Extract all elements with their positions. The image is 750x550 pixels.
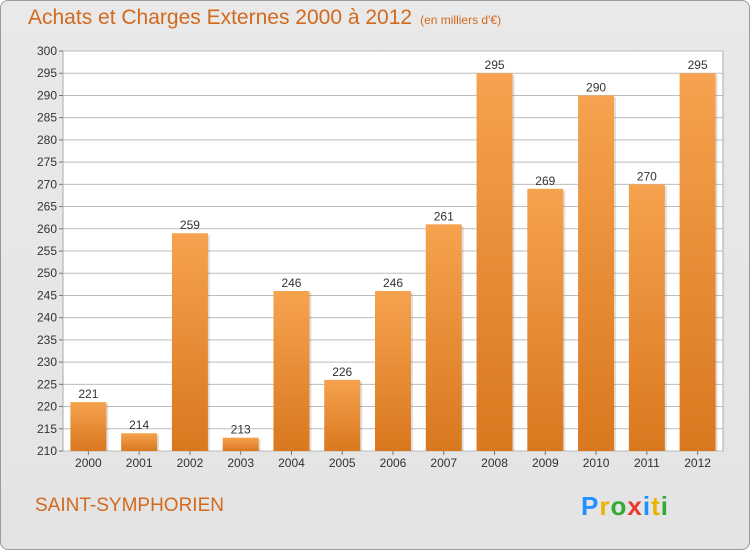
bar — [628, 184, 665, 452]
data-label: 246 — [383, 276, 403, 290]
bar — [679, 73, 716, 451]
chart-title-text: Achats et Charges Externes 2000 à 2012 — [28, 6, 413, 29]
x-tick-label: 2005 — [329, 456, 356, 470]
y-tick-label: 210 — [37, 444, 57, 458]
x-tick-label: 2003 — [227, 456, 254, 470]
bar — [375, 291, 411, 451]
logo-letter: t — [651, 491, 661, 521]
x-tick-label: 2007 — [430, 456, 457, 470]
data-label: 295 — [485, 58, 505, 72]
y-tick-label: 250 — [37, 266, 57, 280]
bar — [425, 224, 462, 451]
chart-title: Achats et Charges Externes 2000 à 2012 (e… — [28, 6, 501, 30]
x-tick-label: 2000 — [75, 456, 102, 470]
bar — [171, 233, 208, 451]
y-tick-label: 290 — [37, 88, 57, 102]
bar — [324, 379, 361, 451]
bar — [578, 95, 615, 451]
y-tick-label: 280 — [37, 133, 57, 147]
proxiti-logo: Proxiti — [581, 491, 669, 522]
data-label: 213 — [231, 423, 251, 437]
y-tick-label: 215 — [37, 422, 57, 436]
x-tick-label: 2010 — [583, 456, 610, 470]
commune-name: SAINT-SYMPHORIEN — [35, 495, 224, 516]
logo-letter: i — [642, 491, 652, 521]
x-tick-label: 2012 — [684, 456, 711, 470]
data-label: 221 — [78, 387, 98, 401]
data-label: 214 — [129, 418, 149, 432]
data-label: 290 — [586, 80, 606, 94]
y-tick-label: 285 — [37, 111, 57, 125]
y-tick-label: 240 — [37, 311, 57, 325]
logo-letter: i — [660, 491, 669, 521]
bar — [273, 291, 310, 451]
y-tick-label: 235 — [37, 333, 57, 347]
x-tick-label: 2002 — [177, 456, 204, 470]
x-tick-label: 2009 — [532, 456, 559, 470]
logo-letter: P — [581, 491, 600, 521]
bar — [527, 188, 564, 451]
y-tick-label: 270 — [37, 177, 57, 191]
x-tick-label: 2004 — [278, 456, 305, 470]
y-tick-label: 255 — [37, 244, 57, 258]
data-label: 226 — [332, 365, 352, 379]
y-tick-label: 275 — [37, 155, 57, 169]
logo-letter: o — [610, 491, 628, 521]
data-label: 270 — [637, 169, 657, 183]
chart-subtitle: (en milliers d'€) — [420, 13, 502, 27]
x-tick-label: 2008 — [481, 456, 508, 470]
bar — [222, 437, 259, 451]
y-tick-label: 265 — [37, 200, 57, 214]
y-tick-label: 245 — [37, 288, 57, 302]
data-label: 295 — [688, 58, 708, 72]
y-tick-label: 300 — [37, 44, 57, 58]
logo-letter: r — [599, 491, 611, 521]
bar — [476, 73, 513, 451]
data-label: 261 — [434, 209, 454, 223]
data-label: 246 — [281, 276, 301, 290]
y-tick-label: 295 — [37, 66, 57, 80]
y-tick-label: 225 — [37, 377, 57, 391]
bar — [121, 433, 158, 451]
data-label: 259 — [180, 218, 200, 232]
y-tick-label: 220 — [37, 400, 57, 414]
logo-letter: x — [627, 491, 643, 521]
y-tick-label: 260 — [37, 222, 57, 236]
x-tick-label: 2006 — [380, 456, 407, 470]
x-tick-label: 2011 — [634, 456, 660, 470]
x-tick-label: 2001 — [126, 456, 153, 470]
bar — [70, 402, 107, 451]
y-tick-label: 230 — [37, 355, 57, 369]
data-label: 269 — [535, 174, 555, 188]
